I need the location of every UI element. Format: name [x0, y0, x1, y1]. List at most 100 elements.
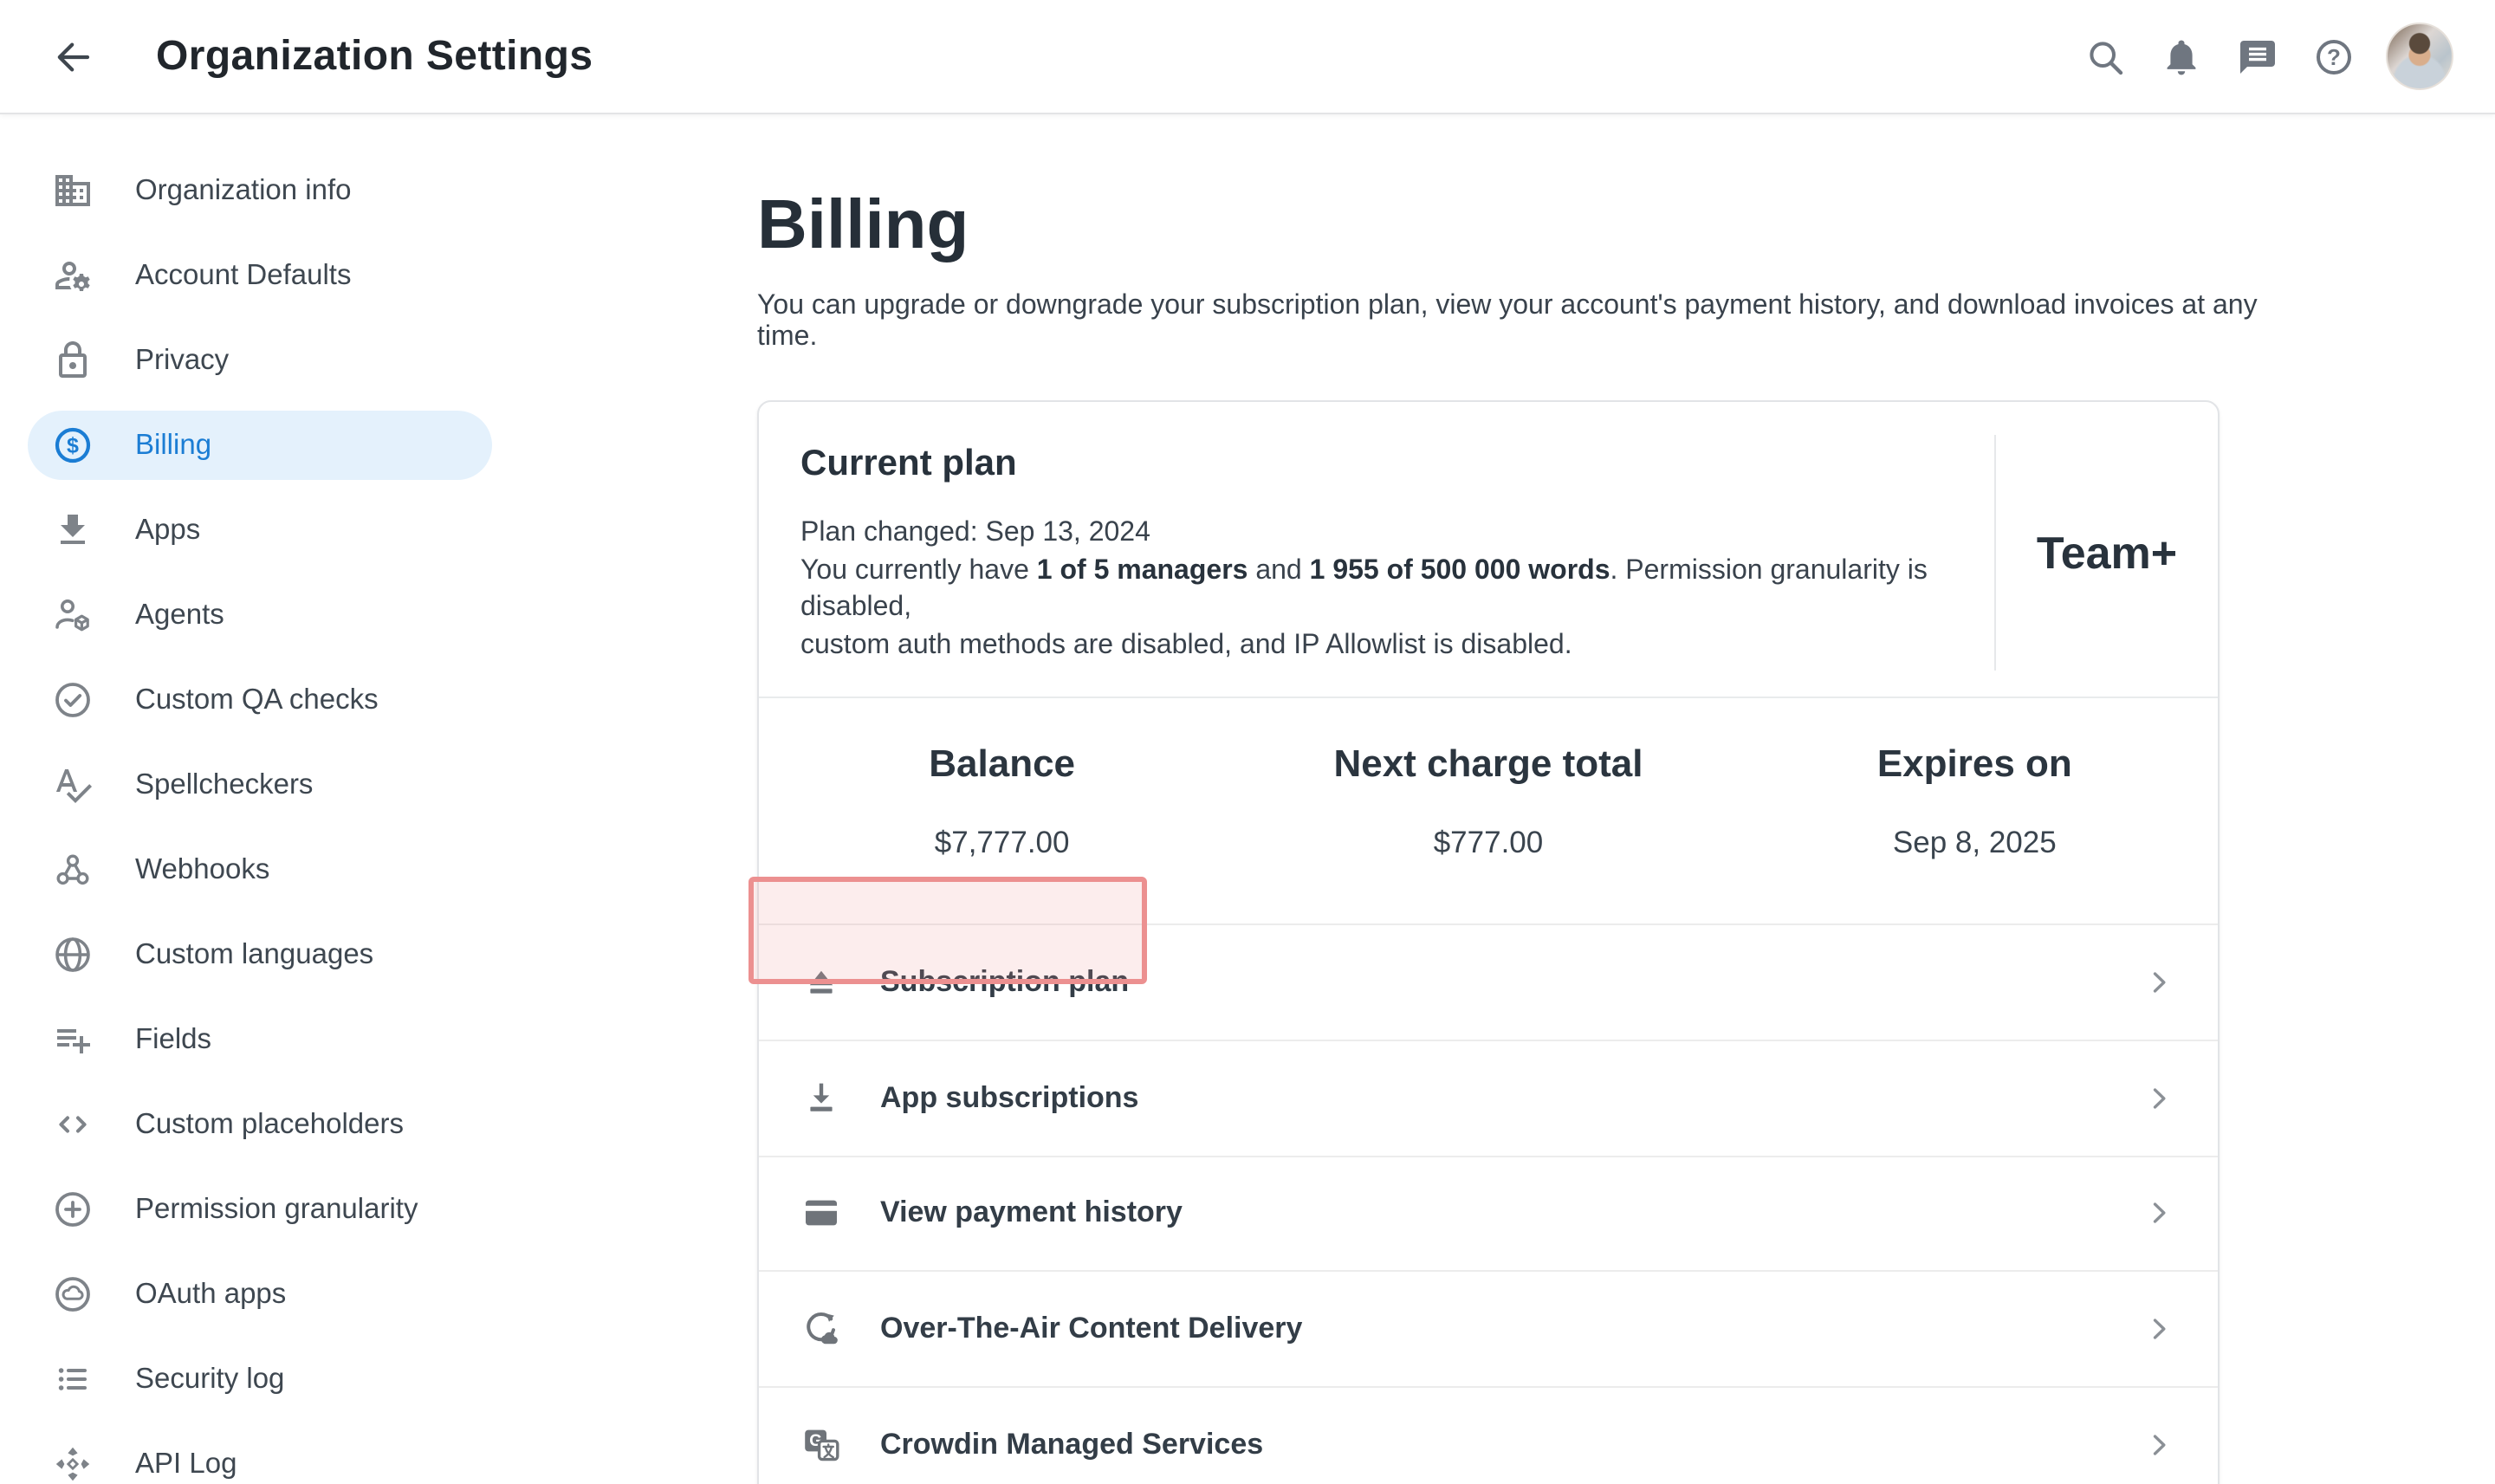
search-icon	[2084, 36, 2126, 77]
code-icon	[52, 1104, 94, 1145]
download-icon	[800, 1077, 842, 1118]
help-icon: ?	[2313, 36, 2355, 77]
chevron-right-icon	[2142, 1196, 2176, 1231]
back-button[interactable]	[45, 29, 100, 84]
translate-icon: G	[800, 1424, 842, 1466]
main-content: Billing You can upgrade or downgrade you…	[757, 114, 2282, 1484]
row-label: App subscriptions	[880, 1080, 1139, 1114]
layout: Organization info Account Defaults Priva…	[0, 114, 2495, 1484]
messages-chat-icon	[2237, 36, 2278, 77]
eject-icon	[800, 962, 842, 1003]
messages-button[interactable]	[2223, 22, 2292, 91]
usage-line1-suffix: . Permission granularity is disabled,	[800, 555, 1928, 622]
sidebar-item-label: Custom placeholders	[135, 1108, 404, 1139]
sidebar-item-custom-qa-checks[interactable]: Custom QA checks	[28, 665, 492, 735]
usage-prefix: You currently have	[800, 555, 1037, 585]
chevron-right-icon	[2142, 1080, 2176, 1115]
page-title: Billing	[757, 187, 969, 263]
usage-managers: 1 of 5 managers	[1036, 555, 1248, 585]
sidebar-item-label: OAuth apps	[135, 1278, 287, 1309]
chevron-right-icon	[2142, 965, 2176, 1000]
sidebar-item-api-log[interactable]: API Log	[28, 1429, 492, 1484]
stat-value: $7,777.00	[934, 825, 1070, 859]
sidebar-item-agents[interactable]: Agents	[28, 580, 492, 650]
chevron-right-icon	[2142, 1312, 2176, 1347]
sidebar-item-label: Fields	[135, 1023, 212, 1054]
sidebar-item-label: Billing	[135, 429, 212, 460]
sidebar-item-billing[interactable]: $ Billing	[28, 411, 492, 480]
sidebar-item-label: Apps	[135, 514, 201, 545]
sidebar-item-oauth-apps[interactable]: OAuth apps	[28, 1260, 492, 1329]
globe-icon	[52, 934, 94, 975]
spellcheck-icon	[52, 764, 94, 806]
usage-line2: custom auth methods are disabled, and IP…	[800, 630, 1572, 659]
help-button[interactable]: ?	[2299, 22, 2369, 91]
current-plan-heading: Current plan	[800, 444, 1017, 483]
app-title: Organization Settings	[156, 32, 593, 79]
sidebar-item-label: Permission granularity	[135, 1193, 418, 1224]
sidebar-item-label: API Log	[135, 1448, 237, 1479]
stat-label: Next charge total	[1333, 742, 1643, 785]
sidebar-item-label: Security log	[135, 1363, 285, 1394]
app-header: Organization Settings ?	[0, 0, 2495, 114]
billing-stats: Balance $7,777.00 Next charge total $777…	[759, 697, 2218, 923]
stat-label: Balance	[929, 742, 1076, 785]
current-plan-section: Current plan Plan changed: Sep 13, 2024 …	[759, 402, 2218, 697]
search-button[interactable]	[2071, 22, 2140, 91]
sidebar-item-account-defaults[interactable]: Account Defaults	[28, 241, 492, 310]
row-app-subscriptions[interactable]: App subscriptions	[759, 1039, 2218, 1156]
plus-circle-icon	[52, 1189, 94, 1230]
sidebar-item-label: Custom languages	[135, 938, 374, 969]
row-crowdin-managed-services[interactable]: G Crowdin Managed Services	[759, 1386, 2218, 1484]
plan-name-panel: Team+	[1994, 435, 2218, 671]
notifications-button[interactable]	[2147, 22, 2216, 91]
usage-joiner: and	[1248, 555, 1310, 585]
page-subtitle: You can upgrade or downgrade your subscr…	[757, 291, 2258, 352]
sidebar-item-security-log[interactable]: Security log	[28, 1345, 492, 1414]
sidebar-item-permission-granularity[interactable]: Permission granularity	[28, 1175, 492, 1244]
plan-name: Team+	[2036, 526, 2178, 578]
billing-card: Current plan Plan changed: Sep 13, 2024 …	[757, 400, 2220, 1484]
person-gear-icon	[52, 255, 94, 296]
sidebar-item-label: Organization info	[135, 174, 352, 205]
cloud-circle-icon	[52, 1273, 94, 1315]
row-over-the-air-content-delivery[interactable]: Over-The-Air Content Delivery	[759, 1270, 2218, 1387]
sidebar-item-webhooks[interactable]: Webhooks	[28, 835, 492, 904]
lock-icon	[52, 340, 94, 381]
stat-value: Sep 8, 2025	[1892, 825, 2057, 859]
api-icon	[52, 1443, 94, 1484]
row-label: View payment history	[880, 1196, 1183, 1229]
stat-balance: Balance $7,777.00	[759, 698, 1245, 923]
row-view-payment-history[interactable]: View payment history	[759, 1155, 2218, 1271]
row-subscription-plan[interactable]: Subscription plan	[759, 923, 2218, 1040]
sidebar-item-custom-placeholders[interactable]: Custom placeholders	[28, 1090, 492, 1159]
sidebar-item-organization-info[interactable]: Organization info	[28, 156, 492, 225]
sidebar-item-fields[interactable]: Fields	[28, 1005, 492, 1074]
webhook-icon	[52, 849, 94, 891]
row-label: Subscription plan	[880, 964, 1130, 998]
chevron-right-icon	[2142, 1428, 2176, 1462]
list-icon	[52, 1358, 94, 1400]
plan-changed-date: Plan changed: Sep 13, 2024	[800, 518, 1150, 548]
person-cube-icon	[52, 594, 94, 636]
sidebar-item-spellcheckers[interactable]: Spellcheckers	[28, 750, 492, 820]
stat-expires-on: Expires on Sep 8, 2025	[1732, 698, 2218, 923]
current-plan-text: Plan changed: Sep 13, 2024 You currently…	[800, 515, 1979, 664]
stat-label: Expires on	[1876, 742, 2072, 785]
svg-text:?: ?	[2327, 43, 2341, 69]
credit-card-icon	[800, 1193, 842, 1235]
user-avatar[interactable]	[2386, 23, 2453, 90]
sidebar-item-privacy[interactable]: Privacy	[28, 326, 492, 395]
sidebar-item-label: Spellcheckers	[135, 768, 314, 800]
playlist-add-icon	[52, 1019, 94, 1060]
current-plan-details: Current plan Plan changed: Sep 13, 2024 …	[759, 402, 1994, 697]
ota-sync-cloud-icon	[800, 1309, 842, 1351]
sidebar-item-label: Agents	[135, 599, 224, 630]
sidebar: Organization info Account Defaults Priva…	[0, 114, 520, 1484]
sidebar-item-apps[interactable]: Apps	[28, 496, 492, 565]
stat-next-charge-total: Next charge total $777.00	[1245, 698, 1731, 923]
notifications-bell-icon	[2161, 36, 2202, 77]
sidebar-item-custom-languages[interactable]: Custom languages	[28, 920, 492, 989]
dollar-circle-icon: $	[52, 424, 94, 466]
